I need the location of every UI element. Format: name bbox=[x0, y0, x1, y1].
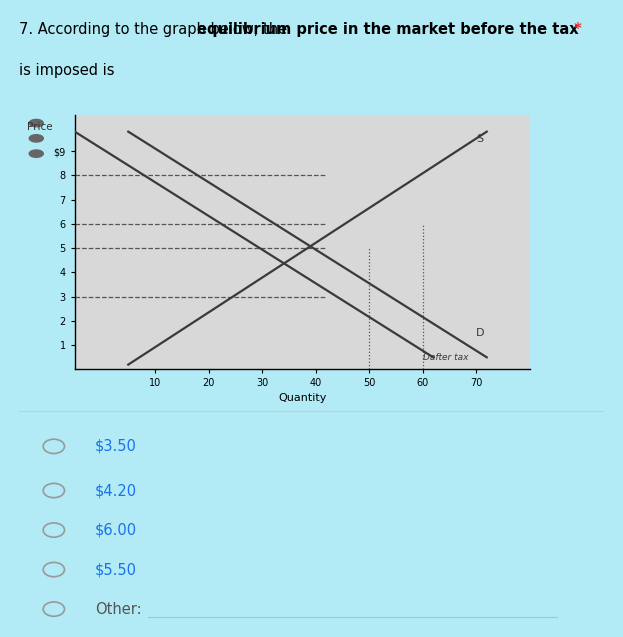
Text: $4.20: $4.20 bbox=[95, 483, 137, 498]
X-axis label: Quantity: Quantity bbox=[278, 392, 326, 403]
Circle shape bbox=[29, 134, 43, 142]
Text: S: S bbox=[476, 134, 483, 144]
Text: 7. According to the graph below, the: 7. According to the graph below, the bbox=[19, 22, 292, 37]
Circle shape bbox=[29, 150, 43, 157]
Text: Other:: Other: bbox=[95, 601, 141, 617]
Text: $3.50: $3.50 bbox=[95, 439, 136, 454]
Circle shape bbox=[29, 119, 43, 127]
Text: $5.50: $5.50 bbox=[95, 562, 137, 577]
Text: $6.00: $6.00 bbox=[95, 522, 137, 538]
Text: Price: Price bbox=[27, 122, 52, 132]
Text: *: * bbox=[569, 22, 582, 37]
Text: is imposed is: is imposed is bbox=[19, 64, 114, 78]
Text: D: D bbox=[476, 328, 485, 338]
Text: Dafter tax: Dafter tax bbox=[422, 353, 468, 362]
Text: equilibrium price in the market before the tax: equilibrium price in the market before t… bbox=[197, 22, 579, 37]
